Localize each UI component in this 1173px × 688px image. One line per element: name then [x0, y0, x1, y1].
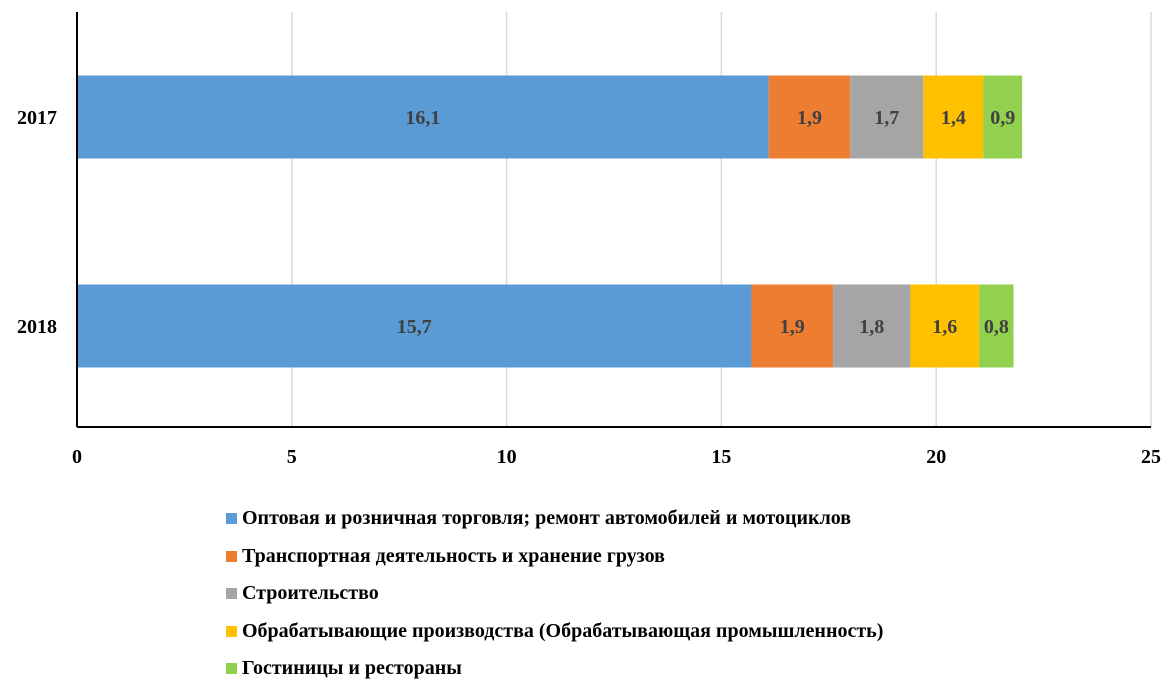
- y-axis-category-labels: 2017 2018: [17, 107, 57, 338]
- data-label-2017-s2: 1,7: [874, 107, 899, 129]
- data-labels: 16,1 1,9 1,7 1,4 0,9 15,7 1,9 1,8 1,6 0,8: [397, 107, 1016, 338]
- x-tick-label: 0: [72, 446, 82, 468]
- x-tick-label: 5: [287, 446, 297, 468]
- legend-label: Строительство: [242, 582, 379, 605]
- bar-segment-2017-s2: [850, 75, 924, 159]
- data-label-2018-s1: 1,9: [780, 316, 805, 338]
- legend-item: Строительство: [226, 575, 883, 613]
- legend-swatch: [226, 513, 237, 525]
- legend-label: Гостиницы и рестораны: [242, 657, 462, 680]
- legend-item: Обрабатывающие производства (Обрабатываю…: [226, 613, 883, 651]
- axes: [76, 12, 1151, 428]
- data-label-2018-s2: 1,8: [859, 316, 884, 338]
- bar-segment-2017-s1: [768, 75, 851, 159]
- legend-label: Транспортная деятельность и хранение гру…: [242, 544, 665, 567]
- bar-segment-2017-s3: [923, 75, 984, 159]
- legend-swatch: [226, 588, 237, 600]
- data-label-2017-s1: 1,9: [797, 107, 822, 129]
- x-tick-label: 10: [497, 446, 517, 468]
- bar-segment-2018-s2: [833, 284, 911, 368]
- x-tick-label: 25: [1141, 446, 1161, 468]
- legend-item: Гостиницы и рестораны: [226, 650, 883, 688]
- data-label-2017-s0: 16,1: [405, 107, 440, 129]
- data-label-2017-s4: 0,9: [990, 107, 1015, 129]
- legend-item: Транспортная деятельность и хранение гру…: [226, 538, 883, 576]
- bar-segment-2017-s4: [983, 75, 1023, 159]
- x-axis-tick-labels: 0 5 10 15 20 25: [72, 446, 1161, 468]
- data-label-2018-s4: 0,8: [984, 316, 1009, 338]
- bar-segment-2018-s4: [979, 284, 1014, 368]
- bar-segment-2018-s1: [751, 284, 834, 368]
- legend-label: Оптовая и розничная торговля; ремонт авт…: [242, 507, 852, 530]
- data-label-2018-s3: 1,6: [932, 316, 957, 338]
- y-category-label-2017: 2017: [17, 107, 57, 129]
- x-tick-label: 15: [711, 446, 731, 468]
- legend-label: Обрабатывающие производства (Обрабатываю…: [242, 619, 884, 642]
- data-label-2018-s0: 15,7: [397, 316, 432, 338]
- y-category-label-2018: 2018: [17, 316, 57, 338]
- legend-item: Оптовая и розничная торговля; ремонт авт…: [226, 500, 883, 538]
- legend-swatch: [226, 625, 237, 637]
- data-label-2017-s3: 1,4: [941, 107, 966, 129]
- bar-segments: [77, 75, 1023, 368]
- bar-segment-2018-s3: [910, 284, 980, 368]
- bar-segment-2018-s0: [77, 284, 752, 368]
- legend: Оптовая и розничная торговля; ремонт авт…: [226, 500, 883, 688]
- bar-segment-2017-s0: [77, 75, 769, 159]
- x-tick-label: 20: [926, 446, 946, 468]
- legend-swatch: [226, 663, 237, 675]
- legend-swatch: [226, 550, 237, 562]
